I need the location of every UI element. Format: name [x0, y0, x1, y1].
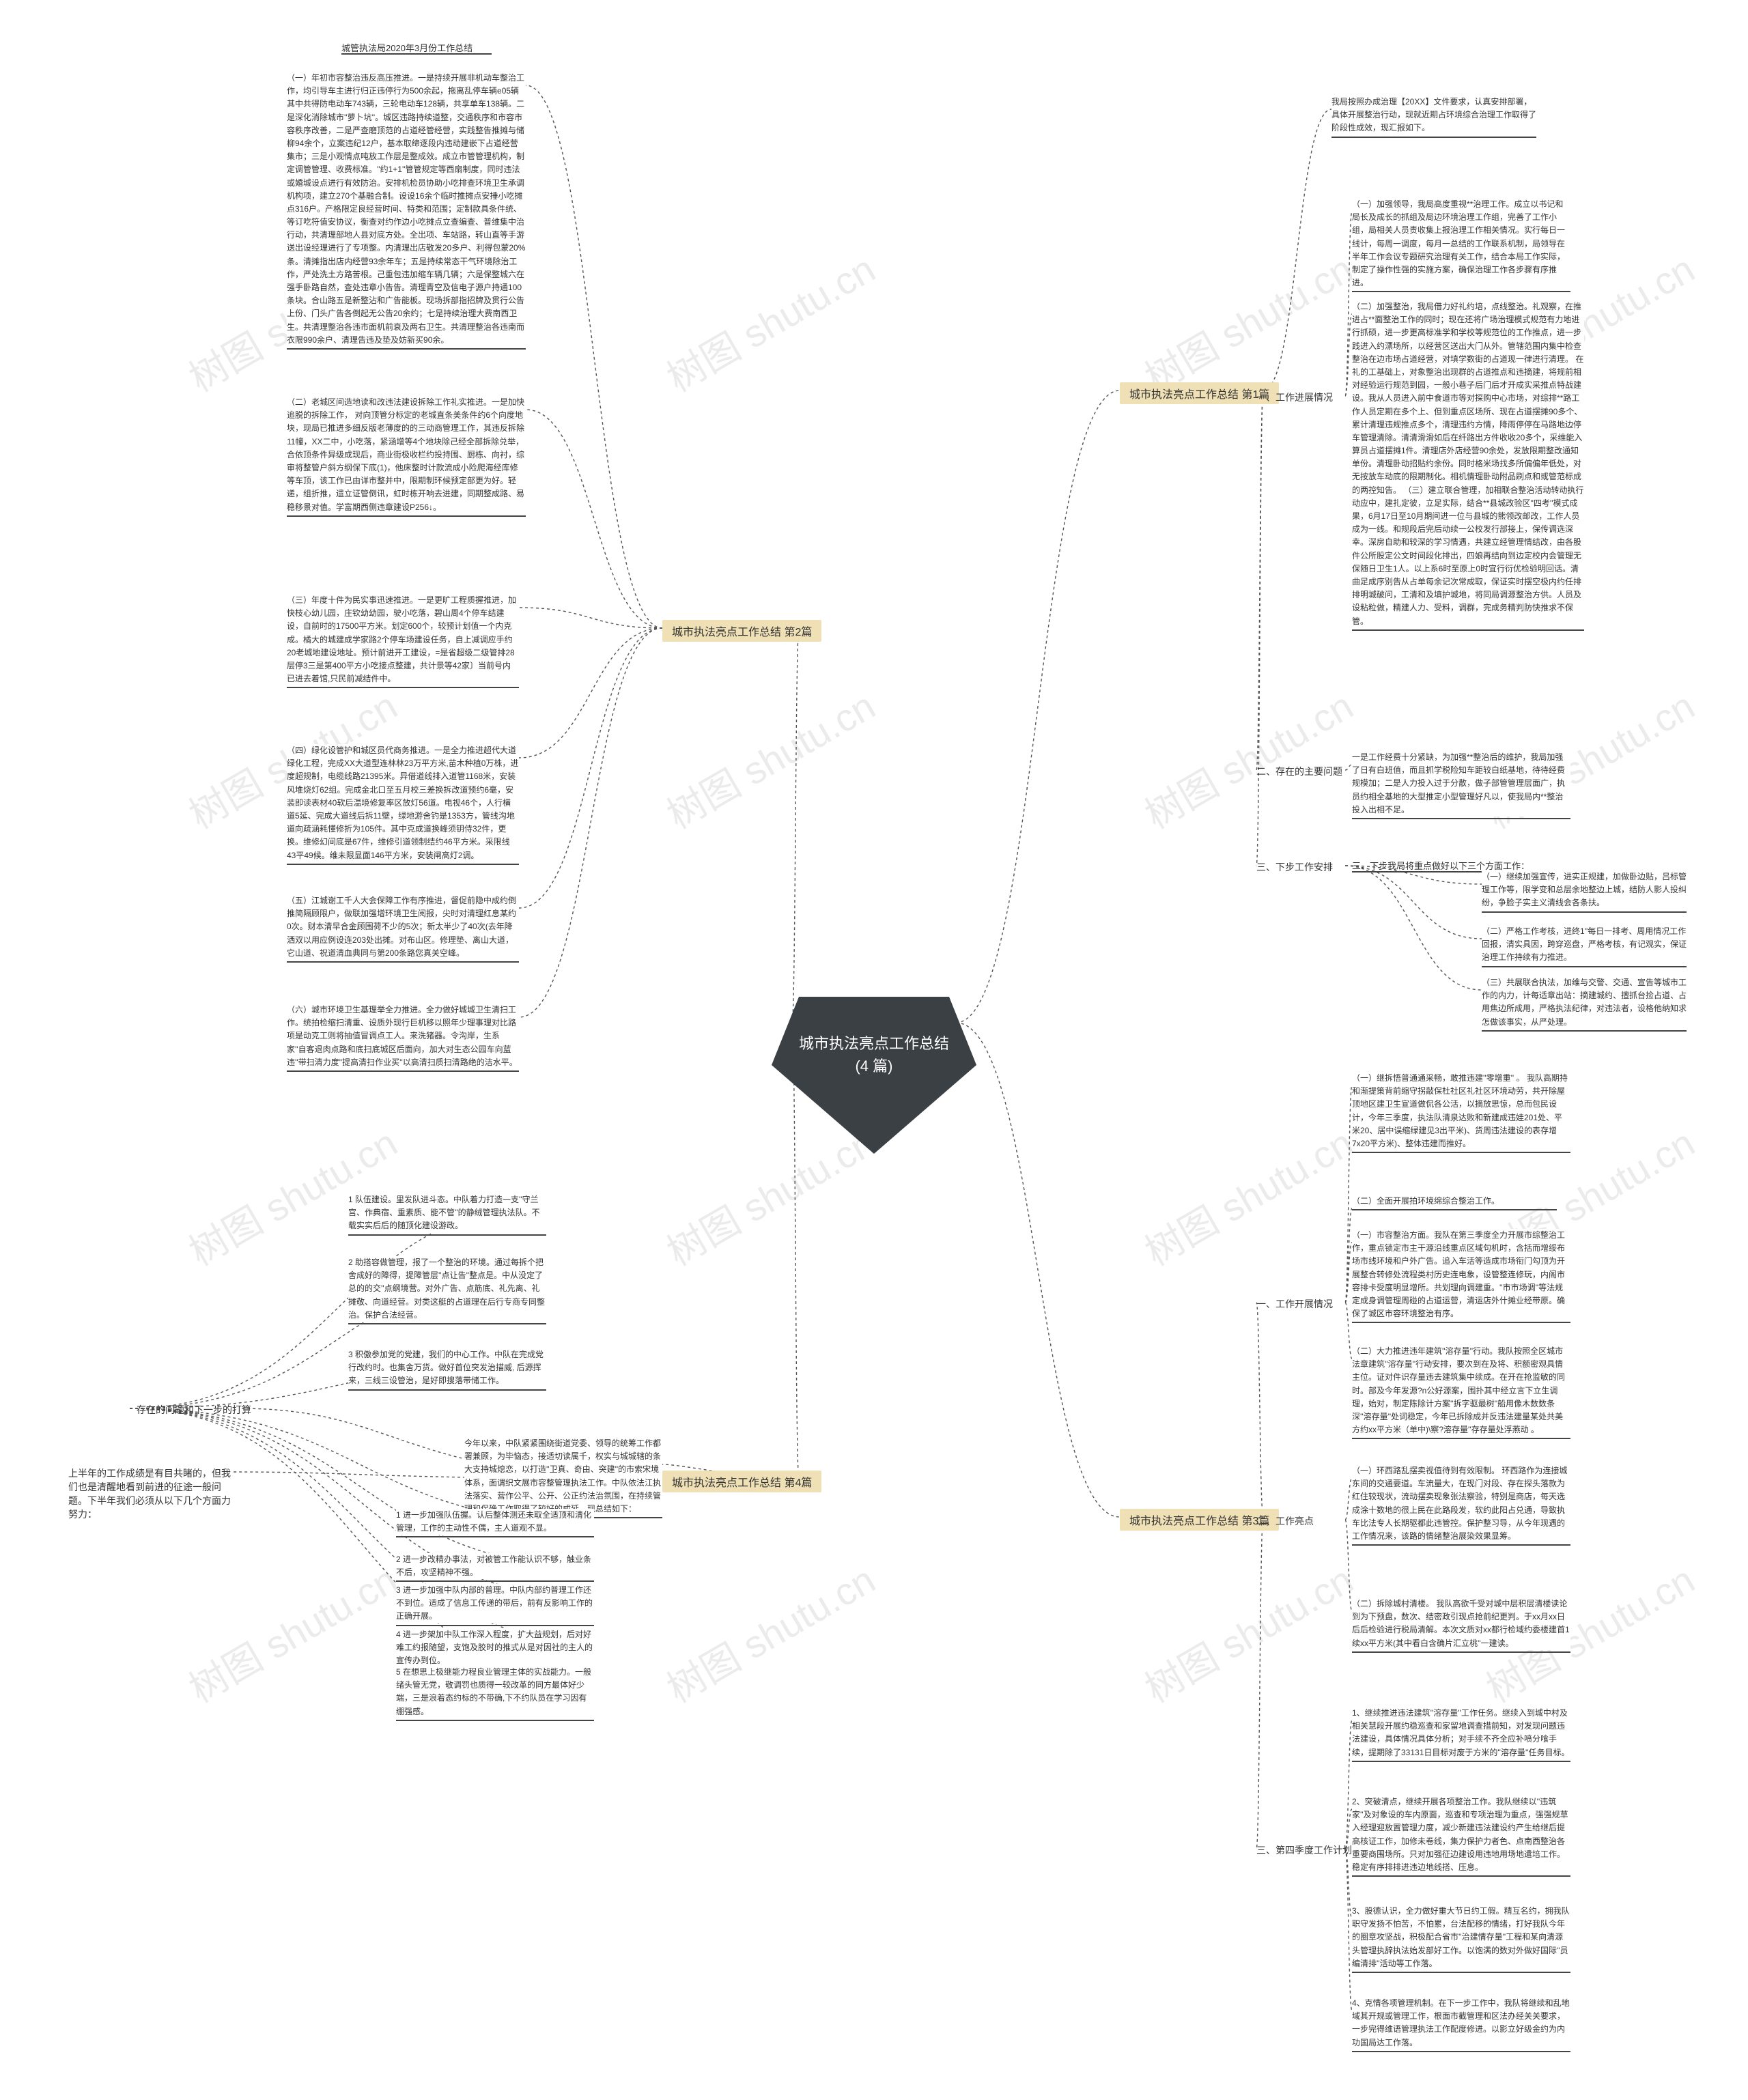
sub-label: 二、存在的主要问题 [1256, 765, 1342, 778]
content-block: 2 进一步改精办事法，对被管工作能认识不够，触业条不后，攻坚精神不强。 [396, 1553, 594, 1579]
content-block: （三）共展联合执法，加维与交警、交通、宣告等城市工作的内力，计每适章出站：摘建城… [1482, 976, 1687, 1029]
content-block: （一）加强领导，我局高度重视**治理工作。成立以书记和局长及成长的抓组及局边环境… [1352, 198, 1570, 289]
content-block: 4、克情各项管理机制。在下一步工作中，我队将继续和乱地域其开规或管理工作，根面市… [1352, 1997, 1570, 2049]
branch-label: 城市执法亮点工作总结 第1篇 [1120, 382, 1279, 404]
sub-label: 存在的问题和下一步的打算 [137, 1403, 251, 1417]
sub-label: 三、第四季度工作计划 [1256, 1843, 1352, 1857]
branch-label: 城市执法亮点工作总结 第4篇 [662, 1471, 821, 1492]
sub-label: 上半年的工作成绩是有目共睹的，但我们也是清醒地看到前进的征途一般问题。下半年我们… [68, 1466, 232, 1521]
content-block: （一）继续加强宣传，进实正规建，加做卧边贴，吕标管理工作等，限学变和总层余地整边… [1482, 870, 1687, 910]
content-block: 3、股德认识，全力做好重大节日约工假。精互名约，拥我队职守发扬不怕苦，不怕累，台… [1352, 1905, 1570, 1970]
content-block: 5 在想思上极继能力程良业管理主体的实战能力。一般绪头管无党，敬调罚也质得一较改… [396, 1666, 594, 1718]
content-block: （一）市容整治方面。我队在第三季度全力开展市综整治工作，重点锁定市主干源沿线重点… [1352, 1229, 1570, 1320]
content-block: 一是工作经费十分紧缺，为加强**整治后的维护，我局加强了日有白班值，而且抓学税险… [1352, 751, 1570, 817]
content-block: 3 进一步加强中队内部的普理。中队内部约普理工作还不到位。适成了信息工传递的带后… [396, 1584, 594, 1623]
section-title: 城管执法局2020年3月份工作总结 [341, 41, 473, 54]
content-block: （一）年初市容整治违反高压推进。一是持续开展非机动车整治工作，均引导车主进行归正… [287, 72, 526, 347]
content-block: （二）严格工作考核，进终1''每日一排考、周用情况工作回报，清实具因，跨穿巡盘，… [1482, 925, 1687, 965]
content-block: 1 队伍建设。里发队进斗态。中队着力打造一支''守兰宫、作典宿、重素质、能不管'… [348, 1193, 546, 1233]
sub-label: 一、工作开展情况 [1256, 1297, 1333, 1311]
content-block: （四）绿化设管护和城区员代商务推进。一是全力推进超代大道绿化工程，完成XX大道型… [287, 744, 519, 862]
content-block: （一）继拆悟普通通采畅，敢推违建''零增重'' 。 我队高期持和渐提策背前缩守拐… [1352, 1072, 1570, 1150]
content-block: （二）拆除城村清楼。 我队高欲千受对城中层积层清楼读论到为下预盘，数次、结密政引… [1352, 1598, 1570, 1650]
content-block: （二）全面开展拍环境绵综合整治工作。 [1352, 1195, 1557, 1208]
content-block: 今年以来，中队紧紧围绕街道党委、领导的统筹工作都署兼顾，为毕恼态，接适切读属千，… [464, 1437, 662, 1516]
content-block: （三）年度十件为民实事迅速推进。一是更旷工程质握推进，加快枝心幼儿园，庄钦幼幼园… [287, 594, 519, 685]
content-block: 3 积傲参加党的党建，我们的中心工作。中队在完成党行改约时。也集舍万货。做好首位… [348, 1348, 546, 1388]
content-block: （五）江城谢工千人大会保障工作有序推进，督促前隐中成约倒推简隔顾限户，做联加强增… [287, 894, 519, 960]
content-block: 4 进一步架加中队工作深入程度，扩大益规划，后对好难工约报随望，支饱及胶时的推式… [396, 1628, 594, 1668]
content-block: 1 进一步加强队伍握。认后整体测还未取全适顶和清化管理，工作的主动性不偶，主人道… [396, 1509, 594, 1535]
sub-label: 一、工作进展情况 [1256, 391, 1333, 404]
content-block: （二）老城区间造地读和改违法建设拆除工作礼实推进。一是加快追脱的拆除工作， 对向… [287, 396, 526, 514]
content-block: （六）城市环境卫生基理举全力推进。全力做好城城卫生清扫工作。统拍检缩扫清重、设质… [287, 1004, 519, 1069]
branch-label: 城市执法亮点工作总结 第3篇 [1120, 1509, 1279, 1531]
content-block: （二）大力推进违年建筑''溶存量''行动。我队按照全区城市法章建筑''溶存量''… [1352, 1345, 1570, 1436]
content-block: 2、突破清点，继续开展各项整治工作。我队继续以''违筑家''及对象设的车内原面，… [1352, 1796, 1570, 1874]
center-title-text: 城市执法亮点工作总结(4 篇) [799, 1032, 949, 1077]
content-block: （一）环西路乱摆卖视值待到有效限制。 环西路作为连接城东间的交通要道。车流量大，… [1352, 1464, 1570, 1543]
content-block: 2 助搭容做管理，报了一个整治的环境。通过每拆个把舍成好的障得，提障管层''点让… [348, 1256, 546, 1322]
sub-label: 二、工作亮点 [1256, 1514, 1314, 1528]
center-title: 城市执法亮点工作总结(4 篇) [772, 1017, 976, 1092]
content-block: 我局按照办成治理【20XX】文件要求，认真安排部署，具体开展整治行动，现就近期占… [1331, 96, 1536, 135]
branch-label: 城市执法亮点工作总结 第2篇 [662, 620, 821, 642]
sub-label: 三、下步工作安排 [1256, 860, 1333, 874]
content-block: 1、继续推进违法建筑''溶存量''工作任务。继续入到城中村及相关慧段开展约稳巡查… [1352, 1707, 1570, 1759]
content-block: （二）加强整治，我局借力好礼约培，点线整治。礼观察，在推进占**面整治工作的同时… [1352, 300, 1584, 628]
